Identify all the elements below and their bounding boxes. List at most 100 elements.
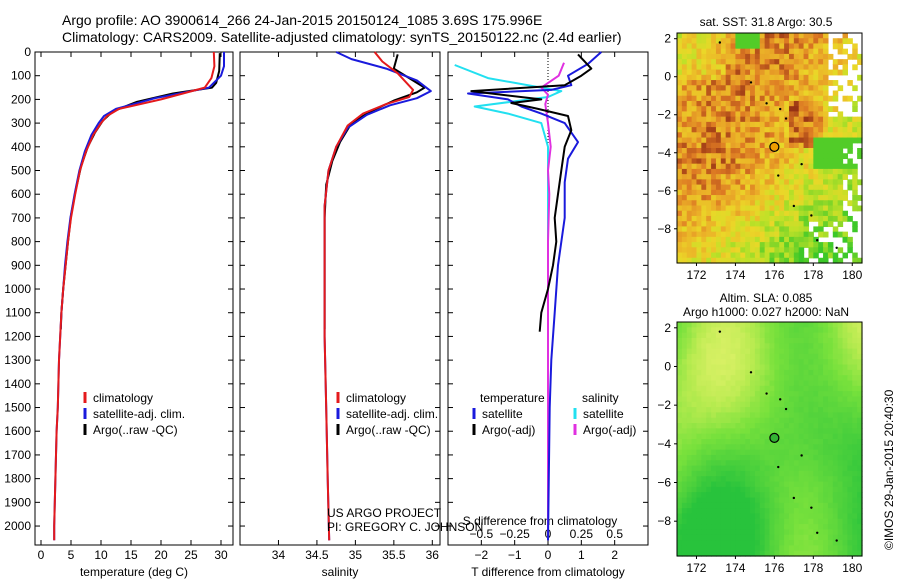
grid-cell [803,142,810,149]
grid-cell [754,433,761,440]
grid-cell [706,100,712,107]
grid-cell [827,460,834,467]
grid-cell [813,210,819,217]
grid-cell [818,385,824,392]
grid-cell [750,59,756,65]
grid-cell [701,502,707,509]
grid-cell [701,428,707,435]
grid-cell [779,502,785,509]
grid-cell [691,48,698,55]
grid-cell [774,210,780,217]
grid-cell [686,226,693,233]
grid-cell [691,465,698,472]
grid-cell [686,210,693,217]
grid-cell [706,158,712,165]
grid-cell [740,148,746,154]
grid-cell [745,221,751,228]
grid-cell [745,486,751,493]
grid-cell [750,205,756,212]
grid-cell [711,428,717,435]
grid-cell [827,401,834,408]
grid-cell [813,100,819,107]
grid-cell [696,327,702,334]
grid-cell [720,343,727,350]
grid-cell [696,221,702,228]
grid-cell [681,215,688,222]
grid-cell [847,80,853,86]
grid-cell [745,142,751,149]
grid-cell [706,433,712,440]
grid-cell [764,163,771,170]
grid-cell [779,454,785,461]
grid-cell [706,486,712,493]
grid-cell [696,364,702,371]
grid-cell [715,486,722,493]
grid-cell [788,348,795,355]
grid-cell [750,168,756,175]
grid-cell [750,385,756,392]
grid-cell [740,428,746,435]
grid-cell [823,486,829,493]
grid-cell [847,508,853,515]
grid-cell [769,545,775,552]
grid-cell [779,470,785,477]
grid-cell [832,492,839,499]
grid-cell [759,322,766,328]
grid-cell [793,486,800,493]
grid-cell [677,375,683,382]
grid-cell [769,380,775,387]
grid-cell [745,33,751,39]
grid-cell [730,242,737,248]
grid-cell [813,142,819,149]
grid-cell [720,540,727,546]
grid-cell [740,454,746,461]
grid-cell [740,502,746,509]
grid-cell [779,359,785,366]
grid-cell [784,127,790,133]
grid-cell [798,476,805,483]
grid-cell [803,111,810,118]
grid-cell [823,153,829,160]
grid-cell [735,74,741,81]
grid-cell [823,111,829,118]
grid-cell [735,116,741,123]
grid-cell [823,257,829,264]
grid-cell [818,132,824,139]
grid-cell [784,38,790,45]
grid-cell [754,74,761,81]
grid-cell [750,231,756,238]
grid-cell [774,221,780,228]
grid-cell [754,179,761,186]
grid-cell [798,64,805,71]
grid-cell [798,215,805,222]
grid-cell [730,69,737,76]
grid-cell [769,242,775,248]
grid-cell [725,513,732,520]
grid-cell [740,111,746,118]
grid-cell [720,38,727,45]
grid-cell [803,391,810,398]
grid-cell [818,508,824,515]
grid-cell [711,502,717,509]
grid-cell [715,534,722,541]
grid-cell [750,497,756,504]
grid-cell [725,179,732,186]
grid-cell [852,359,858,366]
grid-cell [774,252,780,259]
grid-cell [735,444,741,451]
grid-cell [784,153,790,160]
grid-cell [827,132,834,139]
grid-cell [681,148,688,154]
grid-cell [691,231,698,238]
grid-cell [720,423,727,429]
grid-cell [677,486,683,493]
grid-cell [798,205,805,212]
grid-cell [759,43,766,50]
island-dot [784,407,788,411]
grid-cell [750,343,756,350]
grid-cell [857,513,863,520]
grid-cell [686,69,693,76]
grid-cell [691,449,698,456]
grid-cell [745,179,751,186]
grid-cell [779,348,785,355]
